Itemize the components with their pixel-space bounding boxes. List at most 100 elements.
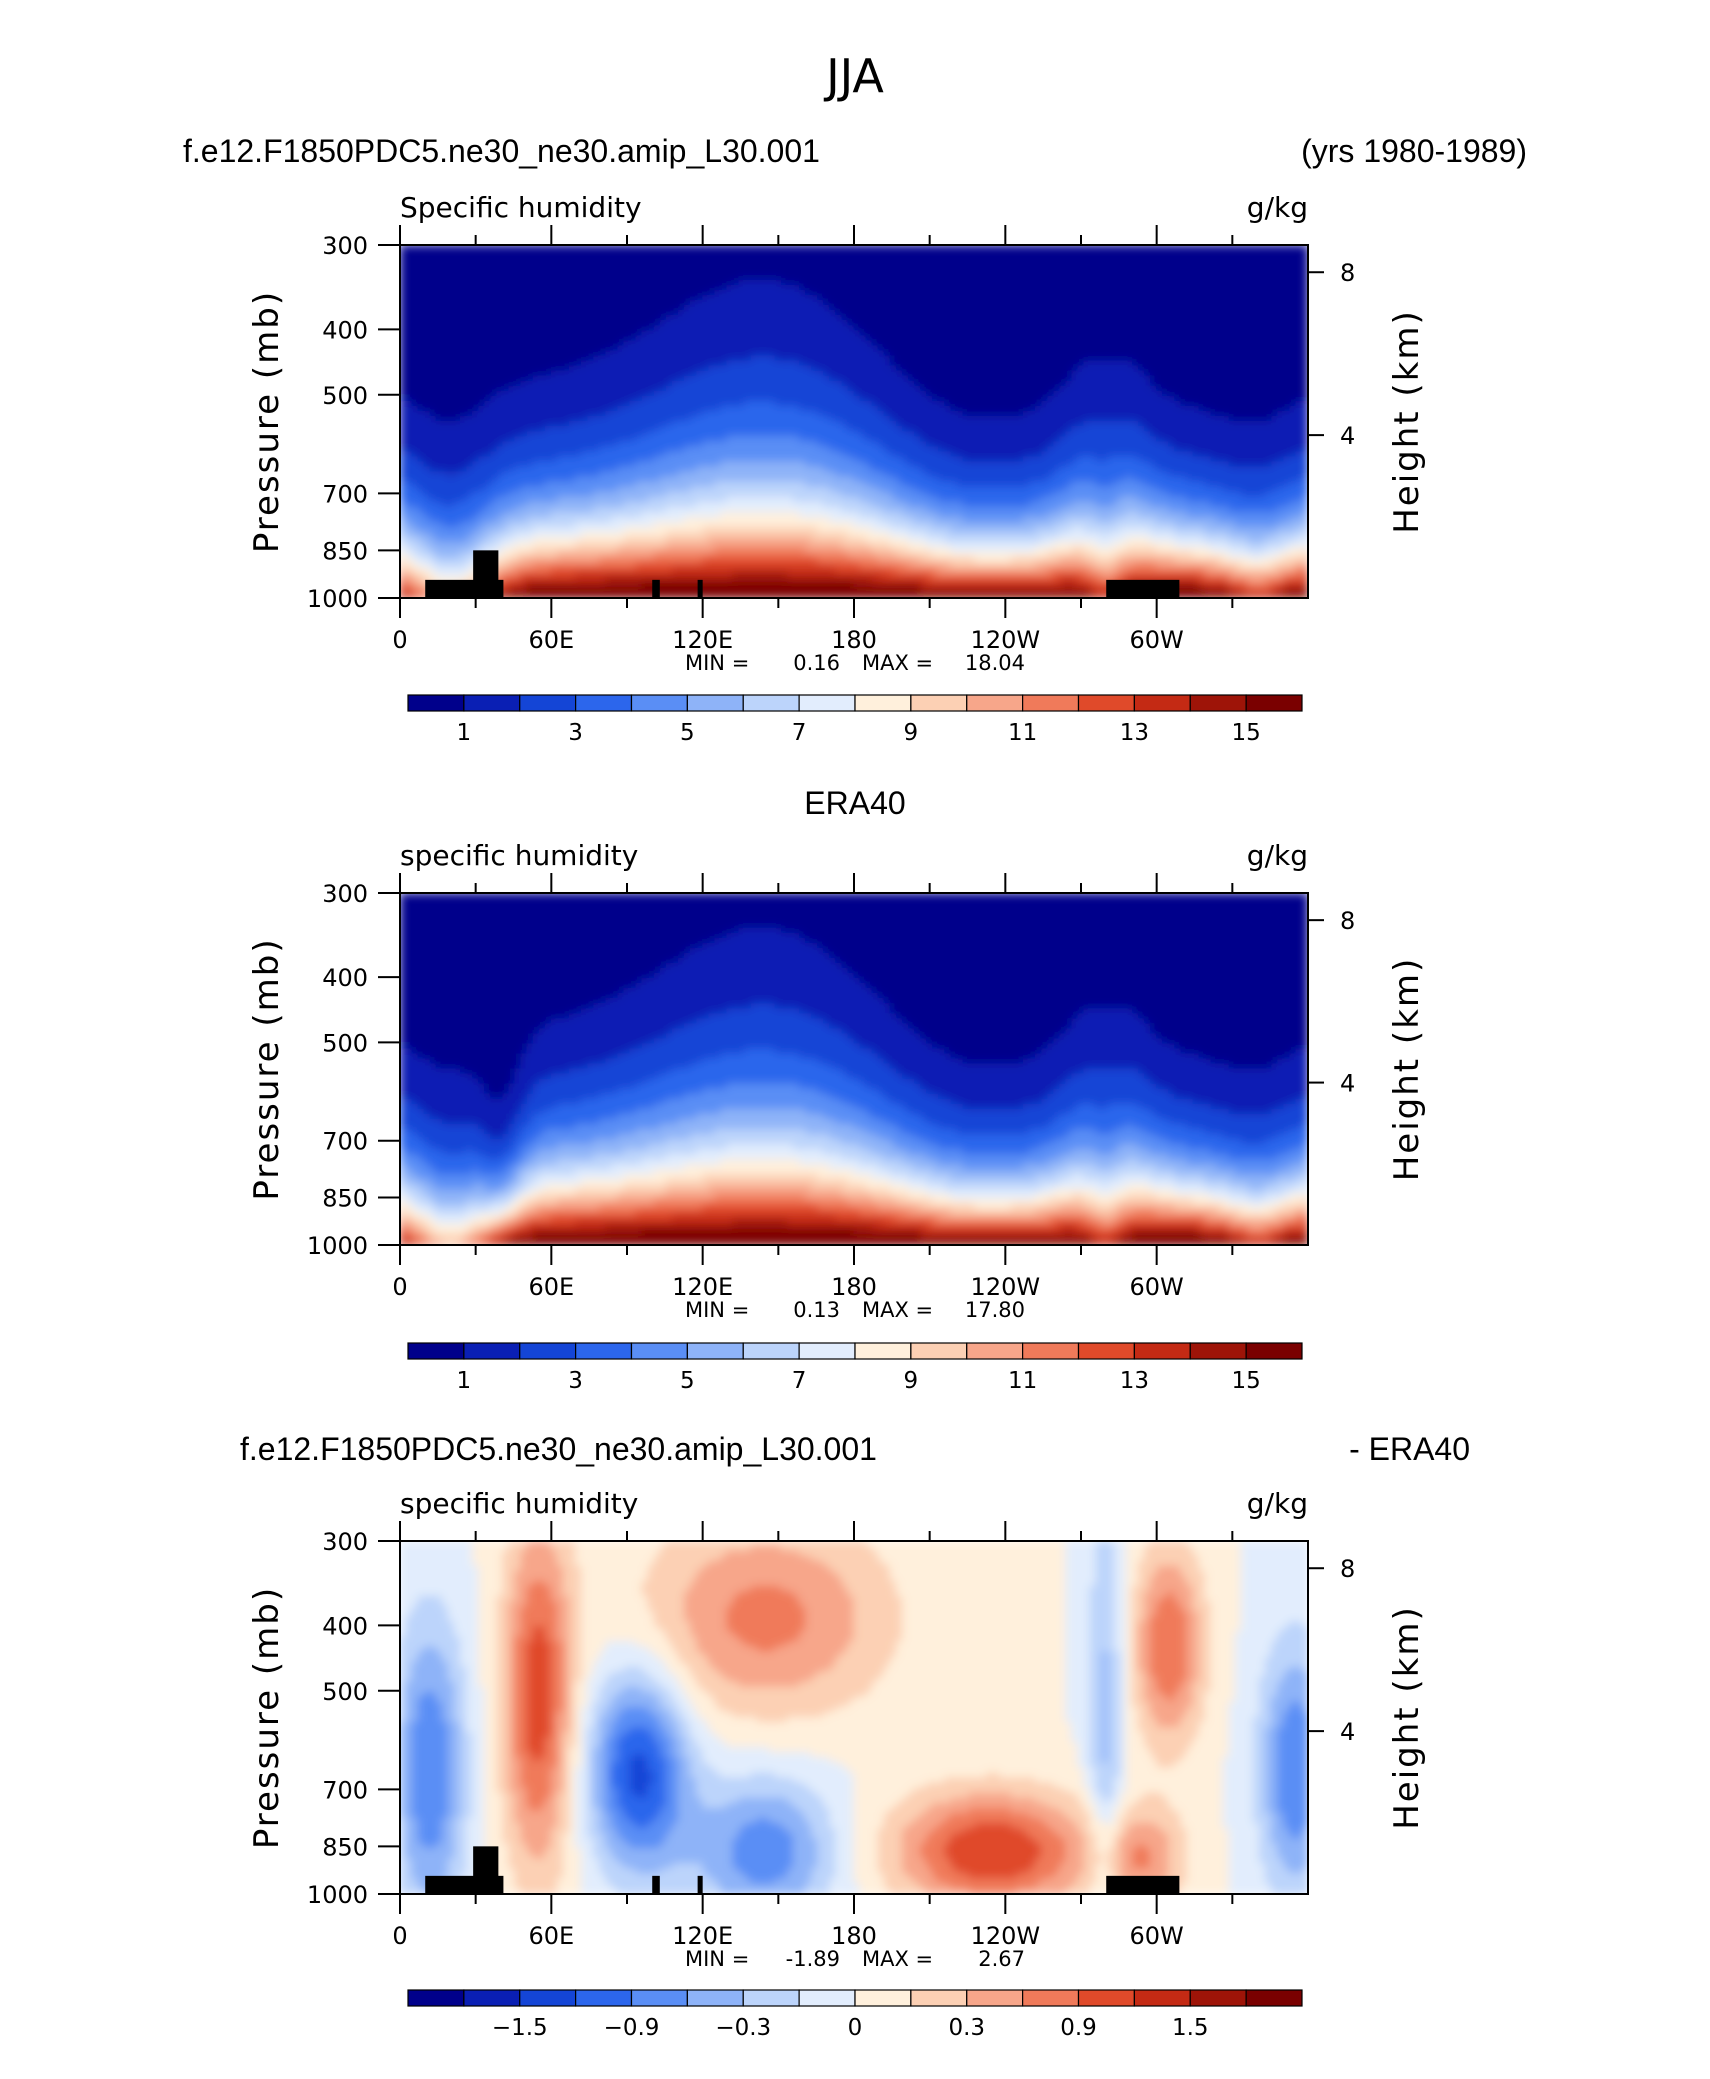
field-cell	[774, 264, 782, 271]
field-cell	[774, 254, 782, 261]
field-cell	[647, 305, 655, 311]
field-cell	[1107, 310, 1115, 317]
field-cell	[805, 284, 813, 291]
field-cell	[1222, 300, 1230, 306]
field-cell	[980, 259, 988, 266]
field-cell	[762, 269, 770, 276]
field-cell	[690, 340, 698, 347]
field-cell	[1234, 264, 1242, 271]
field-cell	[956, 315, 964, 322]
field-cell	[562, 315, 570, 322]
field-cell	[1016, 320, 1024, 327]
field-cell	[883, 345, 891, 352]
field-cell	[1265, 320, 1273, 327]
field-cell	[502, 325, 510, 332]
field-cell	[1065, 249, 1073, 256]
field-cell	[647, 330, 655, 337]
field-cell	[611, 264, 619, 271]
field-cell	[1150, 274, 1158, 281]
field-cell	[1162, 269, 1170, 276]
field-cell	[1289, 315, 1297, 322]
field-cell	[1271, 325, 1279, 332]
field-cell	[1265, 350, 1273, 357]
field-cell	[1210, 269, 1218, 276]
field-cell	[720, 279, 728, 286]
field-cell	[962, 245, 970, 251]
field-cell	[641, 330, 649, 337]
field-cell	[641, 274, 649, 281]
field-cell	[635, 279, 643, 286]
field-cell	[1228, 274, 1236, 281]
field-cell	[405, 320, 413, 327]
field-cell	[1247, 305, 1255, 311]
field-cell	[1271, 320, 1279, 327]
field-cell	[1101, 340, 1109, 347]
field-cell	[895, 320, 903, 327]
field-cell	[744, 315, 752, 322]
field-cell	[1150, 350, 1158, 357]
field-cell	[405, 355, 413, 362]
field-cell	[732, 305, 740, 311]
field-cell	[1168, 320, 1176, 327]
field-cell	[938, 245, 946, 251]
field-cell	[956, 249, 964, 256]
field-cell	[1107, 279, 1115, 286]
field-cell	[817, 325, 825, 332]
field-cell	[1222, 254, 1230, 261]
field-cell	[1023, 274, 1031, 281]
field-cell	[793, 360, 801, 367]
field-cell	[811, 315, 819, 322]
field-cell	[841, 274, 849, 281]
field-cell	[1107, 345, 1115, 352]
field-cell	[671, 320, 679, 327]
field-cell	[786, 300, 794, 306]
field-cell	[871, 279, 879, 286]
field-cell	[932, 259, 940, 266]
field-cell	[1107, 245, 1115, 251]
field-cell	[883, 284, 891, 291]
field-cell	[1083, 294, 1091, 301]
field-cell	[423, 350, 431, 357]
field-cell	[1077, 259, 1085, 266]
field-cell	[950, 294, 958, 301]
field-cell	[466, 259, 474, 266]
field-cell	[901, 340, 909, 347]
field-cell	[944, 355, 952, 362]
field-cell	[756, 360, 764, 367]
field-cell	[1047, 335, 1055, 342]
field-cell	[841, 310, 849, 317]
field-cell	[423, 249, 431, 256]
field-cell	[744, 355, 752, 362]
field-cell	[411, 310, 419, 317]
field-cell	[647, 249, 655, 256]
field-cell	[665, 254, 673, 261]
field-cell	[920, 315, 928, 322]
field-cell	[611, 345, 619, 352]
field-cell	[1119, 305, 1127, 311]
field-cell	[768, 245, 776, 251]
field-cell	[877, 264, 885, 271]
field-cell	[1192, 264, 1200, 271]
field-cell	[1071, 245, 1079, 251]
field-cell	[817, 249, 825, 256]
field-cell	[478, 289, 486, 296]
field-cell	[1186, 279, 1194, 286]
field-cell	[684, 340, 692, 347]
field-cell	[653, 254, 661, 261]
field-cell	[411, 350, 419, 357]
field-cell	[756, 315, 764, 322]
field-cell	[417, 305, 425, 311]
field-cell	[581, 245, 589, 251]
field-cell	[865, 340, 873, 347]
field-cell	[1125, 355, 1133, 362]
field-cell	[400, 249, 407, 256]
field-cell	[992, 300, 1000, 306]
field-cell	[835, 325, 843, 332]
field-cell	[938, 335, 946, 342]
field-cell	[454, 274, 462, 281]
field-cell	[526, 325, 534, 332]
field-cell	[466, 284, 474, 291]
field-cell	[562, 300, 570, 306]
field-cell	[538, 264, 546, 271]
field-cell	[617, 294, 625, 301]
